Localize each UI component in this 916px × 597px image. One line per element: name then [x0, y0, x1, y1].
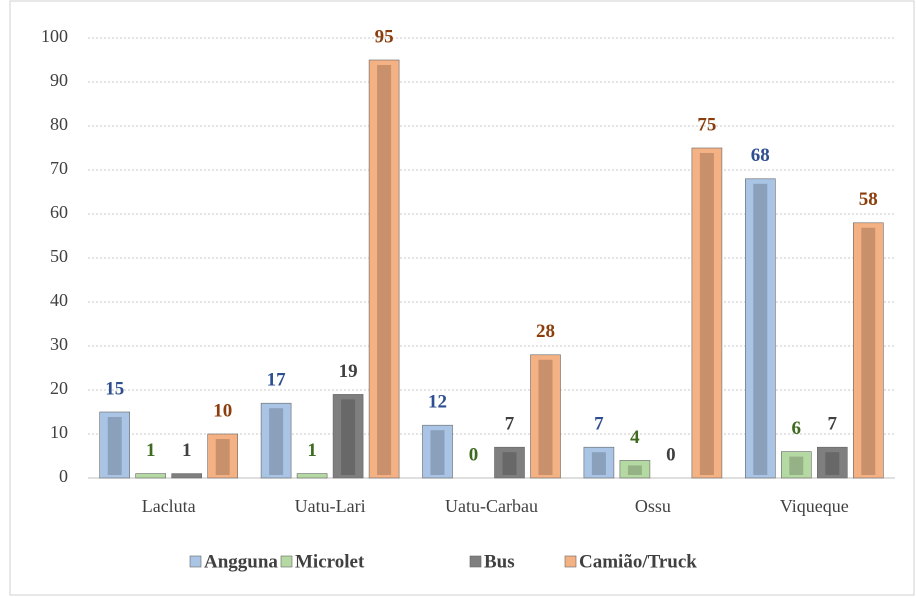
value-label: 7: [594, 414, 604, 435]
x-tick-label: Viqueque: [780, 496, 849, 516]
legend-swatch: [189, 555, 202, 568]
bar: [368, 59, 400, 479]
value-label: 1: [307, 440, 317, 461]
x-tick-label: Ossu: [635, 496, 671, 516]
value-label: 10: [213, 400, 232, 421]
bar: [530, 354, 561, 479]
y-tick-label: 60: [50, 202, 68, 222]
bar-bevel: [215, 439, 230, 475]
legend-swatch: [564, 555, 577, 568]
bar-bevel: [753, 183, 768, 476]
bar: [780, 451, 812, 479]
bar-bevel: [538, 359, 553, 475]
y-tick-label: 40: [50, 290, 68, 310]
value-label: 58: [859, 189, 878, 210]
y-tick-label: 30: [50, 334, 68, 354]
bar: [744, 178, 776, 479]
value-label: 28: [536, 321, 555, 342]
bar: [135, 473, 166, 479]
y-tick-label: 80: [50, 114, 68, 134]
bar: [816, 446, 848, 479]
x-tick-label: Lacluta: [142, 496, 196, 516]
bar: [296, 473, 328, 479]
value-label: 6: [792, 418, 802, 439]
bar: [852, 222, 884, 479]
x-tick-label: Uatu-Carbau: [445, 496, 538, 516]
value-label: 0: [469, 444, 479, 465]
bar: [422, 424, 453, 479]
y-tick-label: 90: [50, 70, 68, 90]
bar-bevel: [377, 65, 392, 475]
y-tick-label: 0: [59, 466, 68, 486]
bar: [260, 402, 292, 479]
y-tick-label: 20: [50, 378, 68, 398]
bar: [171, 473, 202, 479]
legend-swatch: [280, 555, 293, 568]
y-tick-label: 10: [50, 422, 68, 442]
value-label: 1: [146, 440, 156, 461]
value-label: 15: [105, 378, 124, 399]
value-label: 4: [630, 427, 640, 448]
value-label: 0: [666, 444, 676, 465]
bar-bevel: [430, 430, 445, 475]
legend-label: Microlet: [295, 551, 365, 572]
bar-bevel: [269, 408, 284, 475]
bar-bevel: [825, 452, 840, 475]
legend-label: Bus: [484, 551, 515, 572]
value-label: 68: [751, 145, 770, 166]
value-label: 19: [339, 361, 358, 382]
value-label: 1: [182, 440, 192, 461]
value-label: 12: [428, 392, 447, 413]
bar: [494, 446, 525, 479]
y-tick-label: 100: [41, 26, 68, 46]
legend-label: Camião/Truck: [579, 551, 697, 572]
bar-bevel: [341, 399, 356, 475]
x-tick-label: Uatu-Lari: [295, 496, 366, 516]
y-tick-label: 70: [50, 158, 68, 178]
bar: [332, 394, 364, 479]
bar: [691, 147, 723, 479]
bar: [619, 460, 651, 479]
bar-bevel: [699, 153, 714, 475]
bar: [207, 433, 238, 479]
value-label: 7: [505, 414, 515, 435]
value-label: 95: [375, 26, 394, 47]
bar: [99, 411, 130, 479]
bar: [583, 446, 615, 479]
value-label: 75: [697, 114, 716, 135]
value-label: 7: [828, 414, 838, 435]
value-label: 17: [267, 370, 287, 391]
bar-bevel: [107, 417, 122, 475]
bar-bevel: [861, 227, 876, 475]
bar-bevel: [502, 452, 517, 475]
y-tick-label: 50: [50, 246, 68, 266]
legend-label: Angguna: [204, 551, 278, 572]
bar-bevel: [591, 452, 606, 475]
bar-bevel: [789, 456, 804, 475]
legend-swatch: [469, 555, 482, 568]
bar-bevel: [627, 465, 642, 475]
